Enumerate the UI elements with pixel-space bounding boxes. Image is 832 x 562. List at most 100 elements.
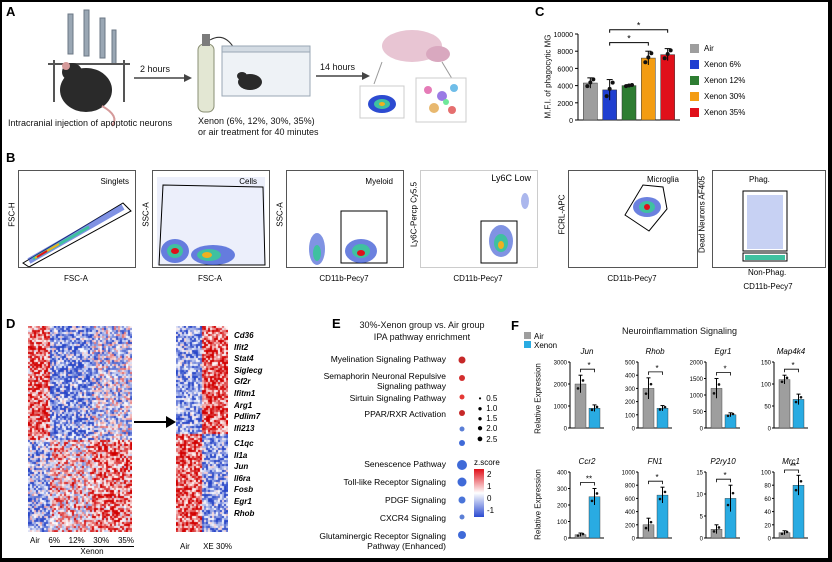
gene-label: Rhob — [234, 508, 255, 518]
treatment-caption: Xenon (6%, 12%, 30%, 35%) or air treatme… — [198, 116, 319, 137]
size-legend-item: ● 1.5 — [477, 414, 498, 423]
y-tick-label: 100 — [761, 471, 772, 477]
gene-label: Il6ra — [234, 473, 251, 483]
panel-c-legend: Air Xenon 6% Xenon 12% Xenon 30% Xenon 3… — [690, 40, 745, 120]
x-axis-label: CD11b-Pecy7 — [743, 282, 793, 291]
y-axis-label: FCRL-APC — [557, 194, 567, 235]
sig-bracket — [580, 368, 595, 373]
sig-bracket — [784, 469, 799, 473]
legend-item: Air — [690, 40, 745, 56]
y-tick-label: 40 — [764, 510, 771, 516]
facs-plot-ly6c: Ly6C Low Ly6C-Percp Cy5.5 CD11b-Pecy7 — [410, 170, 538, 283]
y-tick-label: 50 — [764, 405, 771, 411]
y-tick-label: 10 — [696, 493, 703, 499]
sig-star: ** — [790, 462, 796, 471]
gene-title: Rhob — [645, 347, 665, 356]
pathway-label: PPAR/RXR Activation — [364, 409, 446, 419]
size-legend: • 0.5 ● 1.0 ● 1.5 ● 2.0 ● 2.5 — [476, 394, 498, 445]
group-label: XE 30% — [203, 542, 232, 551]
bar — [656, 407, 669, 429]
y-tick-label: 0 — [569, 118, 573, 125]
y-tick-label: 0 — [564, 537, 568, 543]
brain-icon — [373, 30, 455, 85]
pathway-label: Sirtuin Signaling Pathway — [349, 393, 446, 403]
heatmap-left — [28, 326, 132, 532]
sig-bracket — [784, 368, 799, 373]
data-point — [585, 84, 590, 89]
gene-list-bottom: C1qc Il1a Jun Il6ra Fosb Egr1 Rhob — [234, 438, 254, 519]
gene-label: Egr1 — [234, 496, 252, 506]
legend-label: Xenon — [534, 341, 558, 350]
schematic-illustration — [48, 9, 467, 127]
group-label: 35% — [117, 536, 134, 545]
data-point — [607, 86, 612, 91]
legend-label: Xenon 6% — [704, 59, 741, 69]
zscore-value: 2 — [487, 470, 492, 479]
gene-chart: Map4k4 0 50 100 150 * — [761, 347, 808, 433]
facs-plot-area: Myeloid — [286, 170, 404, 268]
sig-star: * — [723, 365, 726, 374]
arrow1-label: 2 hours — [140, 64, 171, 74]
facs-plot-area: Ly6C Low — [420, 170, 538, 268]
data-point — [649, 382, 653, 386]
gene-label: Pdlim7 — [234, 412, 261, 422]
data-point — [663, 490, 667, 494]
y-tick-label: 0 — [632, 427, 636, 433]
gene-title: P2ry10 — [710, 457, 736, 466]
size-legend-item: • 0.5 — [478, 394, 498, 403]
data-point — [604, 94, 609, 99]
data-point — [590, 408, 594, 412]
x-axis-label: FSC-A — [198, 274, 222, 283]
gene-label: C1qc — [234, 439, 254, 448]
y-tick-label: 0 — [700, 537, 704, 543]
legend-swatch — [690, 59, 699, 69]
data-point — [799, 395, 803, 399]
y-tick-label: 200 — [625, 523, 636, 529]
pathway-dot-plot — [457, 356, 467, 539]
gene-label: Ifitm1 — [234, 388, 256, 398]
zscore-value: -1 — [487, 506, 495, 515]
y-tick-label: 500 — [693, 410, 704, 416]
bar — [778, 379, 791, 429]
data-point — [780, 380, 784, 384]
sig-bracket — [609, 42, 649, 46]
y-tick-label: 100 — [761, 383, 772, 389]
legend-item: Xenon 35% — [690, 104, 745, 120]
gene-title: Ccr2 — [579, 457, 596, 466]
data-point — [646, 55, 651, 60]
pathway-label: Myelination Signaling Pathway — [330, 354, 446, 364]
data-point — [643, 60, 648, 65]
y-tick-label: 100 — [625, 413, 636, 419]
y-tick-label: 2000 — [554, 383, 568, 389]
legend-item: Air — [524, 332, 557, 341]
y-tick-label: 6000 — [557, 66, 573, 73]
panel-f-legend: Air Xenon — [524, 332, 557, 350]
pathway-label: CXCR4 Signaling — [379, 513, 446, 523]
legend-item: Xenon 12% — [690, 72, 745, 88]
sig-star: ** — [586, 475, 592, 484]
zscore-title: z.score — [474, 458, 500, 467]
chamber-icon — [221, 45, 311, 97]
data-point — [794, 488, 798, 492]
data-point — [785, 376, 789, 380]
heatmap-right-groups: Air XE 30% — [180, 542, 232, 551]
sig-bracket — [716, 478, 731, 483]
legend-item: Xenon — [524, 341, 557, 350]
gene-chart: P2ry10 0 5 10 15 * — [696, 457, 740, 543]
data-point — [576, 534, 580, 537]
data-point — [590, 499, 594, 503]
injection-caption: Intracranial injection of apoptotic neur… — [8, 118, 173, 128]
data-point — [668, 48, 673, 53]
y-tick-label: 400 — [625, 510, 636, 516]
gene-label: Il1a — [234, 450, 248, 460]
flow-thumbnail-1 — [359, 85, 405, 119]
y-tick-label: 800 — [625, 484, 636, 490]
gene-list-top: Cd36 Ifit2 Stat4 Siglecg Gf2r Ifitm1 Arg… — [234, 330, 262, 434]
data-point — [581, 532, 585, 536]
sig-star: * — [791, 361, 794, 370]
data-point — [630, 82, 634, 87]
panel-e-title: 30%-Xenon group vs. Air group — [359, 320, 485, 330]
gate-label: Microglia — [647, 175, 680, 184]
y-tick-label: 400 — [557, 471, 568, 477]
